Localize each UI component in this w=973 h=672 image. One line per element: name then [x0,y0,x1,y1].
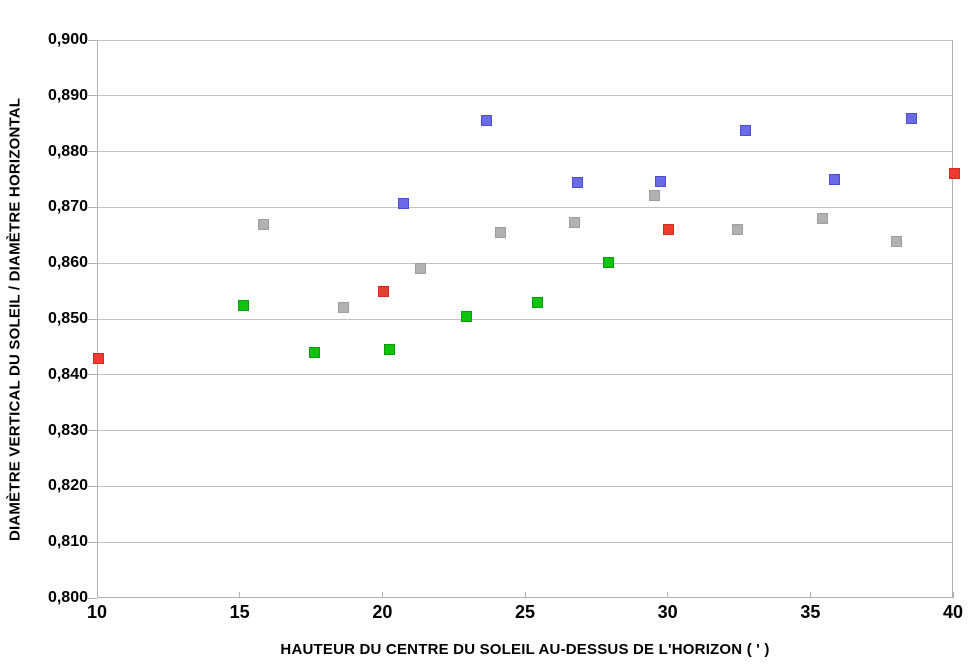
x-tick-label: 35 [800,602,821,622]
data-point-blue-series [571,176,583,188]
x-tick-label: 30 [657,602,678,622]
gridline [98,151,952,153]
y-axis-tick [88,95,97,97]
y-tick-label: 0,900 [47,31,88,48]
data-point-green-series [309,346,321,358]
x-axis-tick [381,592,383,598]
x-tick-label: 25 [514,602,536,622]
plot-area [92,39,960,598]
y-axis-tick [88,262,97,264]
y-tick-label: 0,800 [47,589,88,606]
data-point-blue-series [397,197,409,209]
x-axis-tick [96,592,98,598]
y-tick-label: 0,880 [47,142,88,160]
x-tick-label: 40 [942,602,964,622]
y-axis-tick [88,597,97,599]
gridline [98,39,952,41]
x-axis-tick [667,592,669,598]
y-tick-label: 0,810 [47,533,88,551]
gridline [98,206,952,208]
data-point-gray-series [494,227,506,238]
x-tick-label: 20 [372,602,393,622]
data-point-gray-series [257,218,269,230]
y-tick-label: 0,850 [47,310,88,327]
y-tick-label: 0,870 [47,198,88,216]
data-point-blue-series [654,176,666,188]
y-axis-tick [88,485,97,487]
y-tick-label: 0,820 [47,477,88,495]
data-point-blue-series [480,115,492,127]
x-axis-tick [524,592,526,598]
data-point-gray-series [817,213,829,225]
y-axis-tick [88,206,97,208]
data-point-green-series [383,344,395,356]
gridline [98,318,952,320]
gridline [98,485,952,487]
y-tick-label: 0,860 [47,254,88,272]
x-axis-tick [952,592,954,598]
y-tick-label: 0,830 [47,421,88,439]
data-point-green-series [603,256,615,268]
y-axis-tick [88,318,97,320]
x-axis-tick [239,592,241,598]
data-point-green-series [460,310,472,322]
y-tick-label: 0,840 [47,365,88,383]
data-point-blue-series [740,125,752,137]
data-point-red-series [92,352,104,364]
data-point-gray-series [891,235,903,247]
data-point-red-series [948,168,960,180]
gridline [98,374,952,376]
gridline [98,95,952,97]
y-axis-tick [88,151,97,153]
data-point-green-series [238,299,250,311]
gridline [98,262,952,264]
y-axis-tick [88,39,97,41]
data-point-gray-series [731,223,743,235]
y-axis-tick [88,541,97,543]
y-tick-label: 0,890 [47,86,88,104]
x-axis-tick [809,592,811,598]
data-point-red-series [663,224,675,236]
gridline [98,541,952,543]
y-axis-tick [88,430,97,432]
data-point-green-series [531,296,543,308]
data-point-gray-series [414,263,426,275]
data-point-blue-series [828,174,840,185]
gridline [98,430,952,432]
data-point-gray-series [648,189,660,201]
data-point-red-series [377,285,389,297]
x-tick-label: 10 [86,602,108,622]
x-axis-title: HAUTEUR DU CENTRE DU SOLEIL AU-DESSUS DE… [280,641,770,658]
data-point-blue-series [905,112,917,124]
data-point-gray-series [337,302,349,314]
data-point-gray-series [569,216,580,228]
x-tick-label: 15 [229,602,250,622]
y-axis-tick [88,374,97,376]
